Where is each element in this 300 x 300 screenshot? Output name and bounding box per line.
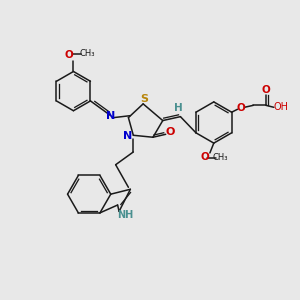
Text: O: O	[166, 127, 175, 137]
Text: O: O	[262, 85, 270, 94]
Text: CH₃: CH₃	[80, 49, 95, 58]
Text: CH₃: CH₃	[213, 153, 228, 162]
Text: S: S	[140, 94, 148, 104]
Text: N: N	[123, 131, 132, 141]
Text: N: N	[106, 111, 116, 121]
Text: O: O	[236, 103, 245, 113]
Text: NH: NH	[117, 210, 133, 220]
Text: OH: OH	[273, 102, 288, 112]
Text: O: O	[64, 50, 73, 60]
Text: O: O	[201, 152, 209, 162]
Text: H: H	[174, 103, 183, 113]
